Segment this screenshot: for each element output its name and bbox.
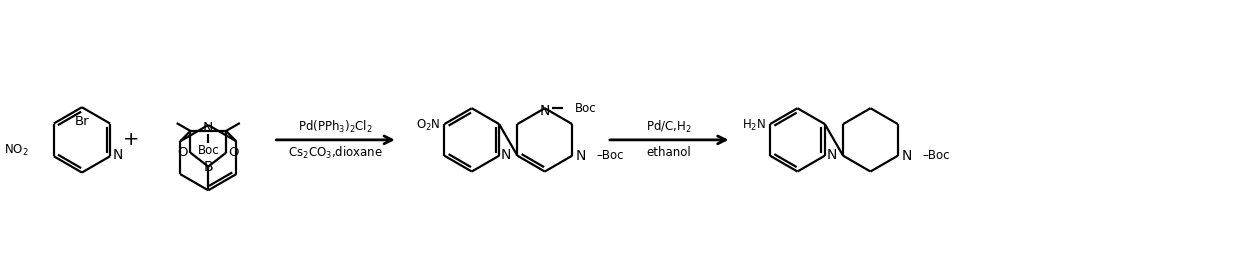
Text: N: N <box>826 148 838 162</box>
Text: N: N <box>203 121 213 135</box>
Text: +: + <box>123 130 140 149</box>
Text: Pd(PPh$_3$)$_2$Cl$_2$: Pd(PPh$_3$)$_2$Cl$_2$ <box>299 119 373 135</box>
Text: H$_2$N: H$_2$N <box>742 117 766 133</box>
Text: O: O <box>229 146 239 159</box>
Text: O: O <box>177 146 188 159</box>
Text: N: N <box>540 104 550 118</box>
Text: –Boc: –Boc <box>597 149 624 162</box>
Text: Br: Br <box>74 115 89 128</box>
Text: N: N <box>902 149 912 163</box>
Text: N: N <box>576 149 586 163</box>
Text: –Boc: –Boc <box>923 149 950 162</box>
Text: ethanol: ethanol <box>647 146 691 159</box>
Text: N: N <box>501 148 512 162</box>
Text: Pd/C,H$_2$: Pd/C,H$_2$ <box>647 119 693 135</box>
Text: N: N <box>113 148 124 162</box>
Text: Cs$_2$CO$_3$,dioxane: Cs$_2$CO$_3$,dioxane <box>287 145 383 161</box>
Text: Boc: Boc <box>197 144 219 157</box>
Text: O$_2$N: O$_2$N <box>416 117 440 133</box>
Text: NO$_2$: NO$_2$ <box>5 143 28 158</box>
Text: B: B <box>203 160 213 174</box>
Text: Boc: Boc <box>575 102 596 115</box>
